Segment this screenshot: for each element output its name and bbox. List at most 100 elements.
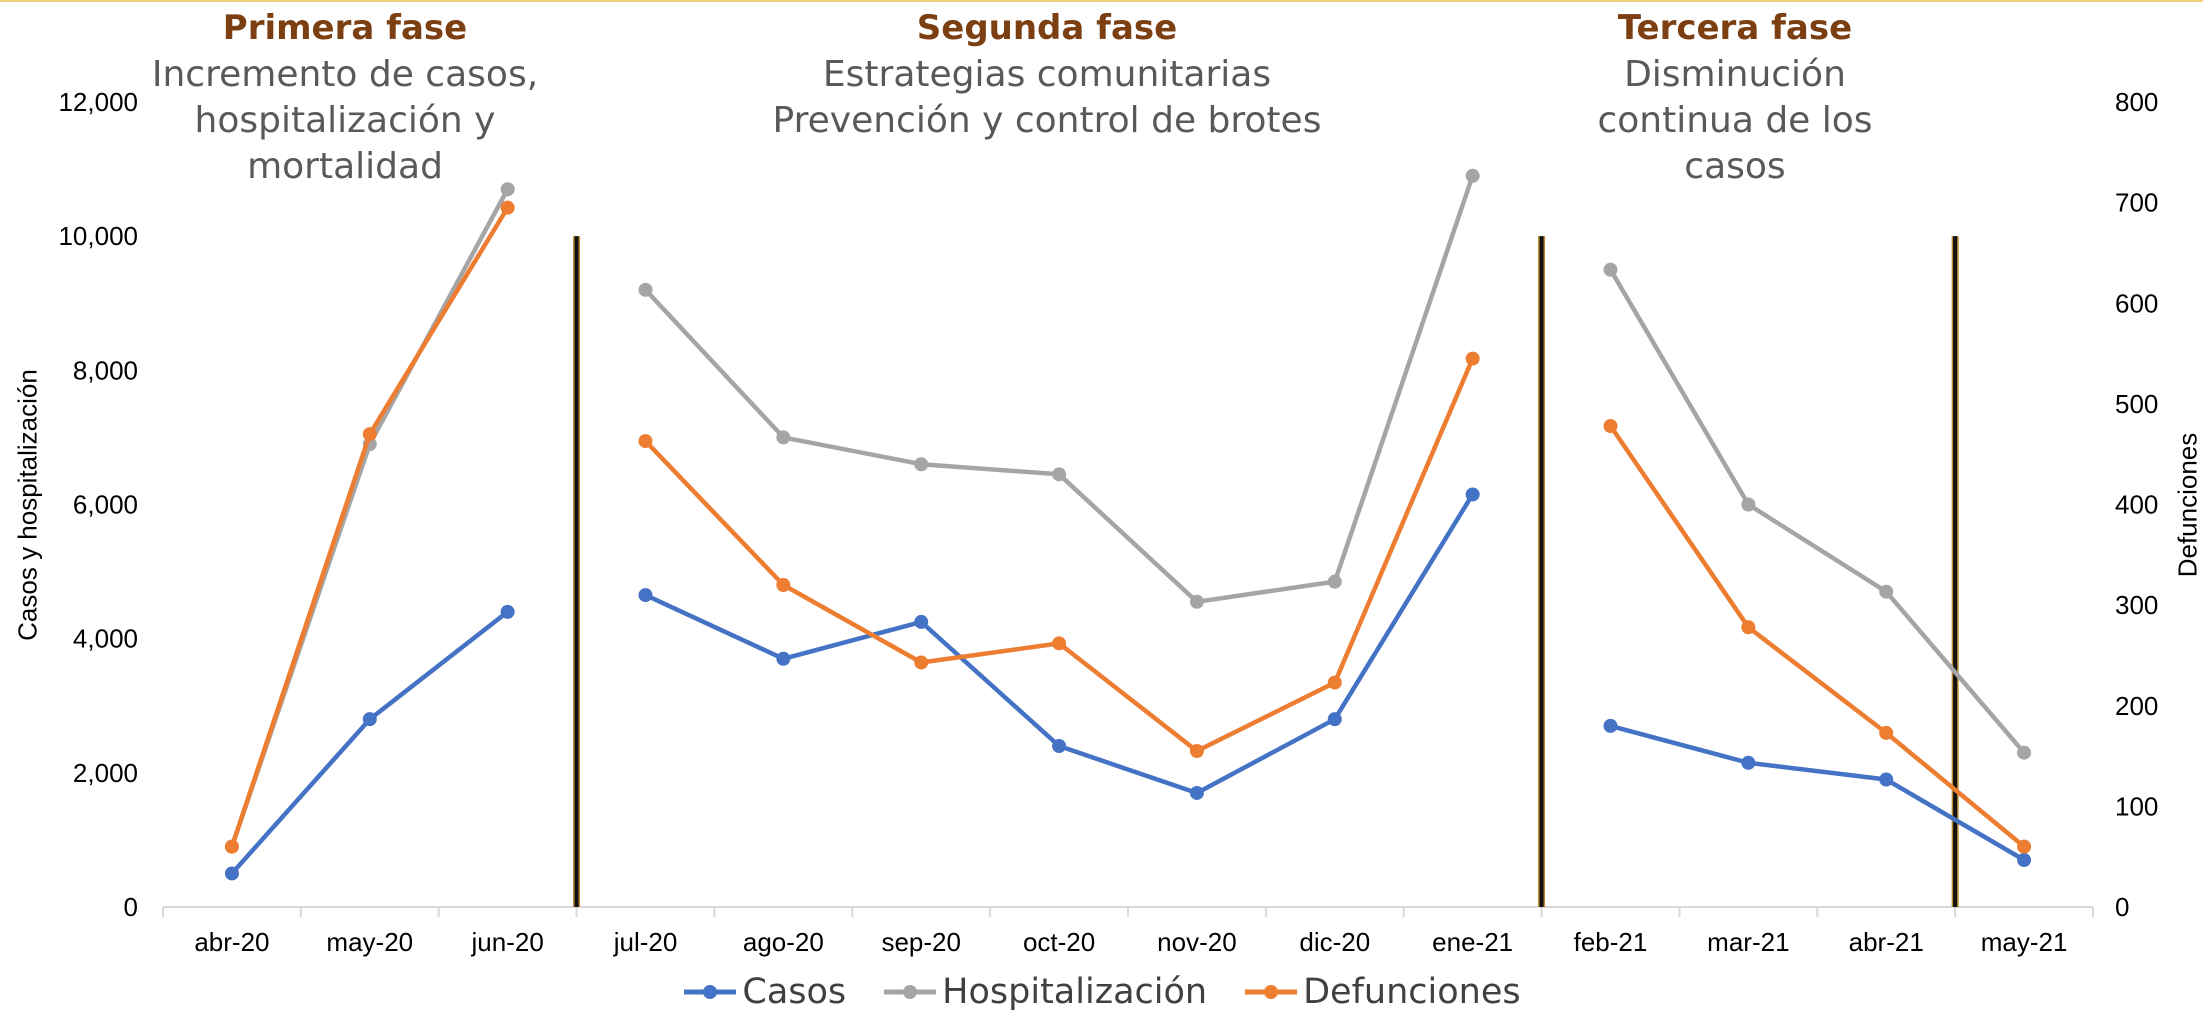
- phase-2-description: Estrategias comunitarias Prevención y co…: [697, 52, 1397, 144]
- data-point-defunciones: [2017, 839, 2032, 854]
- legend-item-defunciones: Defunciones: [1243, 972, 1521, 1012]
- x-tick-label: may-21: [1981, 927, 2068, 957]
- data-point-defunciones: [1879, 725, 1894, 740]
- data-point-casos: [1327, 712, 1342, 727]
- phase-divider-bar-core: [574, 236, 579, 907]
- legend-label-hospitalizacion: Hospitalización: [942, 972, 1208, 1012]
- data-point-hospitalizacion: [776, 430, 791, 445]
- data-point-defunciones: [1189, 744, 1204, 759]
- y-left-tick-label: 8,000: [73, 355, 138, 385]
- data-point-casos: [1603, 718, 1618, 733]
- y-right-tick-label: 500: [2115, 389, 2158, 419]
- data-point-hospitalizacion: [1189, 594, 1204, 609]
- phase-1-line-2: hospitalización y: [194, 100, 496, 141]
- x-tick-label: jul-20: [613, 927, 678, 957]
- data-point-hospitalizacion: [500, 182, 515, 197]
- x-tick-label: nov-20: [1157, 927, 1237, 957]
- phase-3-description: Disminución continua de los casos: [1535, 52, 1935, 190]
- series-line-hospitalizacion: [643, 175, 1475, 605]
- data-point-defunciones: [914, 655, 929, 670]
- x-tick-label: ago-20: [743, 927, 824, 957]
- data-point-casos: [1052, 739, 1067, 753]
- legend-item-hospitalizacion: Hospitalización: [882, 972, 1207, 1012]
- data-point-defunciones: [500, 200, 515, 215]
- data-point-casos: [1741, 755, 1756, 770]
- legend: Casos Hospitalización Defunciones: [0, 968, 2203, 1016]
- phase-1-line-3: mortalidad: [247, 146, 443, 187]
- y-left-tick-label: 10,000: [58, 221, 138, 251]
- x-tick-label: dic-20: [1299, 927, 1370, 957]
- y-left-tick-label: 0: [124, 892, 138, 922]
- legend-label-defunciones: Defunciones: [1303, 972, 1521, 1012]
- data-point-hospitalizacion: [914, 457, 929, 472]
- y-right-tick-label: 800: [2115, 87, 2158, 117]
- data-point-casos: [914, 614, 929, 629]
- x-tick-label: may-20: [326, 927, 413, 957]
- data-point-hospitalizacion: [1327, 574, 1342, 589]
- phase-2-line-1: Estrategias comunitarias: [822, 54, 1272, 95]
- data-point-hospitalizacion: [1879, 584, 1894, 599]
- phase-2-line-2: Prevención y control de brotes: [772, 100, 1322, 141]
- series-line-defunciones: [1608, 424, 2026, 849]
- data-point-defunciones: [224, 839, 239, 854]
- series-line-defunciones: [229, 206, 510, 848]
- phase-3-title: Tercera fase: [1617, 8, 1853, 48]
- y-axis-right-label: Defunciones: [2172, 432, 2203, 578]
- data-point-casos: [500, 604, 515, 619]
- y-left-tick-label: 4,000: [73, 624, 138, 654]
- data-point-hospitalizacion: [1603, 262, 1618, 277]
- data-point-defunciones: [776, 578, 791, 592]
- phase-3-line-3: casos: [1684, 146, 1786, 187]
- data-point-hospitalizacion: [1052, 467, 1067, 482]
- legend-marker-defunciones: [1245, 985, 1298, 999]
- data-point-casos: [224, 866, 239, 881]
- data-point-casos: [776, 651, 791, 666]
- x-tick-label: jun-20: [471, 927, 544, 957]
- legend-item-casos: Casos: [682, 972, 846, 1012]
- series-layer: [224, 168, 2032, 881]
- y-right-tick-label: 0: [2115, 892, 2129, 922]
- y-right-tick-label: 700: [2115, 188, 2158, 218]
- phase-1-title: Primera fase: [222, 8, 468, 48]
- x-tick-label: abr-20: [194, 927, 269, 957]
- data-point-defunciones: [1465, 351, 1480, 366]
- series-line-casos: [1609, 723, 2026, 862]
- y-right-tick-label: 300: [2115, 590, 2158, 620]
- x-tick-label: mar-21: [1707, 927, 1789, 957]
- data-point-hospitalizacion: [1465, 168, 1480, 183]
- data-point-defunciones: [638, 434, 653, 449]
- y-left-tick-label: 2,000: [73, 758, 138, 788]
- legend-marker-casos: [684, 985, 737, 999]
- series-line-hospitalizacion: [1608, 268, 2026, 755]
- data-point-casos: [1879, 772, 1894, 787]
- y-left-tick-label: 6,000: [73, 490, 138, 520]
- data-point-casos: [638, 588, 653, 603]
- phase-3-line-2: continua de los: [1597, 100, 1873, 141]
- series-line-hospitalizacion: [229, 188, 510, 848]
- y-right-tick-label: 200: [2115, 691, 2158, 721]
- phase-2-title: Segunda fase: [916, 8, 1178, 48]
- data-point-hospitalizacion: [2017, 745, 2032, 760]
- data-point-defunciones: [362, 427, 377, 442]
- axes-layer: abr-20 may-20 jun-20 jul-20 ago-20 sep-20 oct-…: [58, 87, 2158, 957]
- data-point-casos: [1465, 487, 1480, 502]
- data-point-casos: [1189, 785, 1204, 800]
- x-tick-label: ene-21: [1432, 927, 1513, 957]
- data-point-defunciones: [1052, 636, 1067, 651]
- series-line-casos: [230, 610, 509, 875]
- data-point-defunciones: [1327, 675, 1342, 690]
- legend-marker-hospitalizacion: [884, 985, 937, 999]
- phase-divider-bar-core: [1539, 236, 1544, 907]
- x-tick-label: abr-21: [1849, 927, 1924, 957]
- x-tick-label: sep-20: [881, 927, 961, 957]
- x-tick-label: feb-21: [1574, 927, 1648, 957]
- phase-divider-bar-core: [1953, 236, 1958, 907]
- data-point-casos: [362, 712, 377, 727]
- series-line-defunciones: [643, 357, 1475, 754]
- data-point-defunciones: [1603, 419, 1618, 434]
- data-point-hospitalizacion: [638, 282, 653, 297]
- phase-3-line-1: Disminución: [1624, 54, 1846, 95]
- data-point-hospitalizacion: [1741, 497, 1756, 512]
- legend-label-casos: Casos: [742, 972, 847, 1012]
